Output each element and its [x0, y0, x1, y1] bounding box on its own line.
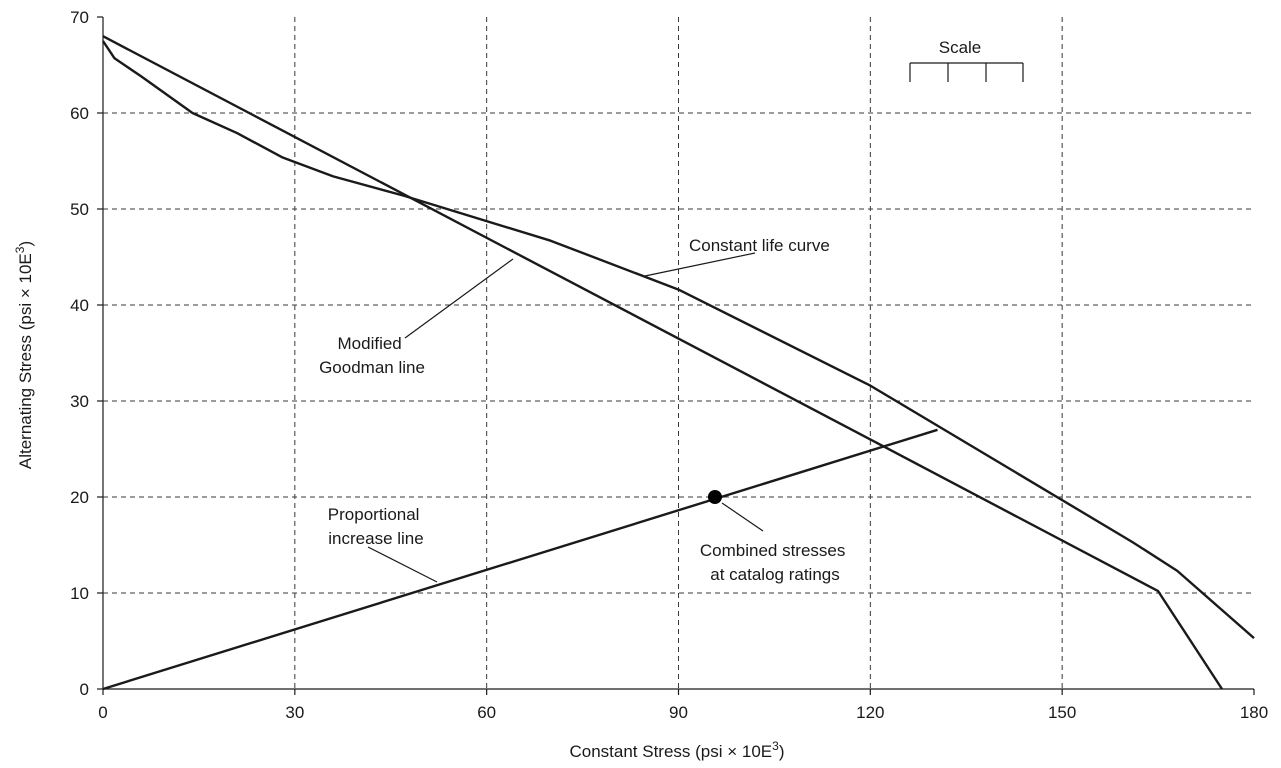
annotation-modified-goodman: Modified Goodman line: [319, 334, 425, 377]
marker-layer: [707, 490, 722, 504]
y-tick-label: 40: [70, 296, 89, 315]
x-axis-title-end: ): [779, 742, 785, 761]
leader-modified-goodman: [404, 258, 514, 339]
y-tick-label: 70: [70, 8, 89, 27]
x-axis-title-superscript: 3: [772, 739, 779, 753]
x-tick-label: 0: [98, 703, 107, 722]
label-layer: 0 30 60 90 120 150 180 0 10 20 30 40 50 60 70: [70, 8, 1268, 722]
annotation-combined-stresses: Combined stresses at catalog ratings: [700, 541, 850, 584]
leader-combined-stresses: [721, 502, 764, 532]
x-tick-label: 150: [1048, 703, 1076, 722]
annotation-proportional-increase: Proportional increase line: [328, 505, 424, 548]
y-tick-label: 0: [80, 680, 89, 699]
x-axis-title: Constant Stress (psi × 10E3): [569, 739, 784, 761]
y-axis-title-end: ): [16, 241, 35, 247]
y-tick-label: 60: [70, 104, 89, 123]
annotation-combined-stresses-line-1: Combined stresses: [700, 541, 846, 560]
x-tick-label: 180: [1240, 703, 1268, 722]
scale-label: Scale: [939, 38, 982, 57]
x-axis-title-main: Constant Stress (psi × 10E: [569, 742, 772, 761]
y-tick-label: 10: [70, 584, 89, 603]
annotation-modified-goodman-line-2: Goodman line: [319, 358, 425, 377]
series-proportional-increase-line: [102, 428, 938, 691]
grid-layer: [103, 17, 1254, 689]
annotation-proportional-increase-line-2: increase line: [328, 529, 423, 548]
y-tick-label: 50: [70, 200, 89, 219]
y-tick-label: 30: [70, 392, 89, 411]
annotation-constant-life-curve: Constant life curve: [689, 236, 830, 255]
scale-bar: [909, 62, 1024, 82]
annotation-modified-goodman-line-1: Modified: [338, 334, 402, 353]
leader-layer: [367, 252, 764, 583]
annotation-constant-life-curve-line: Constant life curve: [689, 236, 830, 255]
combined-stresses-marker: [707, 490, 722, 504]
leader-constant-life-curve: [644, 252, 756, 277]
leader-proportional-increase: [367, 546, 438, 583]
x-tick-label: 90: [669, 703, 688, 722]
x-tick-label: 60: [477, 703, 496, 722]
y-tick-label: 20: [70, 488, 89, 507]
series-layer: [102, 35, 1255, 691]
x-tick-label: 120: [856, 703, 884, 722]
y-axis-title-main: Alternating Stress (psi × 10E: [16, 253, 35, 469]
y-axis-title-superscript: 3: [13, 246, 27, 253]
x-tick-label: 30: [285, 703, 304, 722]
series-modified-goodman-line: [102, 35, 1224, 690]
annotation-combined-stresses-line-2: at catalog ratings: [710, 565, 839, 584]
y-axis-title: Alternating Stress (psi × 10E3): [13, 241, 35, 469]
series-constant-life-curve: [102, 40, 1255, 640]
axis-layer: [97, 16, 1255, 695]
annotation-proportional-increase-line-1: Proportional: [328, 505, 420, 524]
